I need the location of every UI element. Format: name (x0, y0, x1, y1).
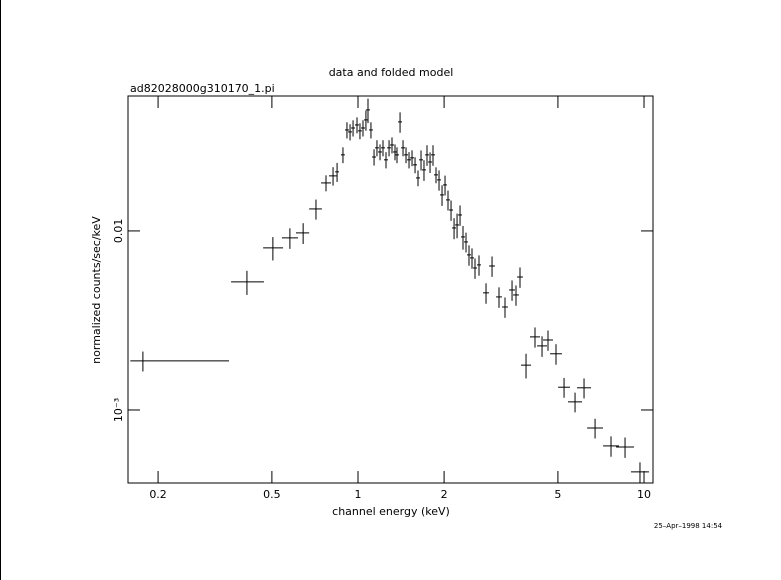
x-tick-label: 2 (441, 488, 448, 501)
x-tick-label: 1 (354, 488, 361, 501)
x-tick-label: 0.5 (263, 488, 281, 501)
y-tick-label: 10⁻³ (112, 398, 125, 422)
x-tick-label: 0.2 (149, 488, 167, 501)
y-tick-label: 0.01 (112, 219, 125, 244)
chart-title: data and folded model (329, 66, 454, 79)
chart-subtitle: ad82028000g310170_1.pi (130, 82, 275, 95)
plot-frame (127, 95, 654, 484)
x-tick-label: 5 (554, 488, 561, 501)
timestamp: 25–Apr–1998 14:54 (654, 522, 723, 530)
x-axis-label: channel energy (keV) (332, 505, 450, 518)
x-tick-label: 10 (637, 488, 651, 501)
y-axis-label: normalized counts/sec/keV (90, 216, 103, 364)
